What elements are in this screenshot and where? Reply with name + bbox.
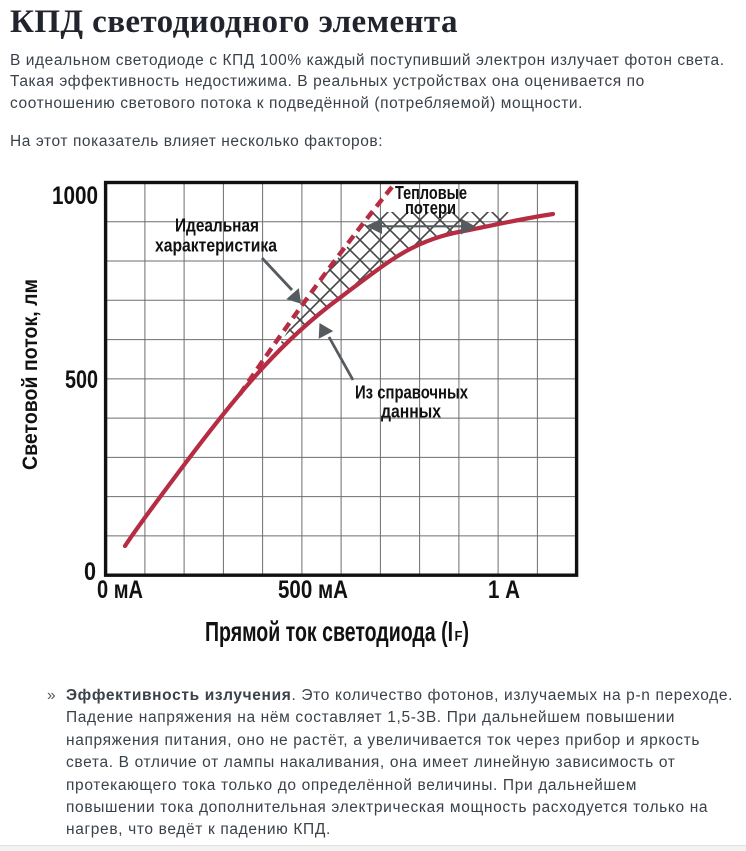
- svg-text:0 мА: 0 мА: [97, 576, 143, 604]
- svg-text:1 А: 1 А: [488, 576, 520, 604]
- svg-text:Световой поток, лм: Световой поток, лм: [19, 279, 42, 470]
- svg-text:потери: потери: [405, 198, 456, 218]
- svg-text:характеристика: характеристика: [155, 236, 278, 256]
- svg-text:500 мА: 500 мА: [278, 576, 348, 604]
- svg-text:0: 0: [84, 558, 96, 586]
- svg-text:F: F: [455, 628, 463, 644]
- svg-text:Тепловые: Тепловые: [395, 183, 467, 203]
- svg-text:1000: 1000: [52, 182, 98, 210]
- svg-text:данных: данных: [381, 402, 441, 422]
- svg-text:Из справочных: Из справочных: [355, 383, 468, 403]
- svg-text:): ): [463, 616, 470, 647]
- svg-text:Прямой ток светодиода (I: Прямой ток светодиода (I: [205, 616, 453, 647]
- svg-text:500: 500: [65, 366, 98, 394]
- svg-text:Идеальная: Идеальная: [175, 216, 259, 236]
